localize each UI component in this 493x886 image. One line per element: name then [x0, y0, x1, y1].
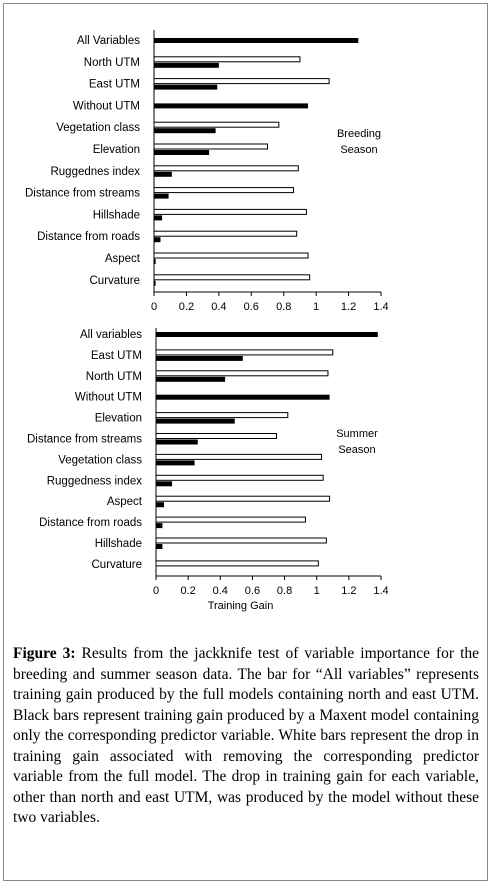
bar-white	[155, 433, 278, 439]
category-label: Ruggednes index	[50, 166, 140, 178]
bar-white	[155, 370, 329, 377]
bar-black	[154, 103, 309, 109]
bar-black	[156, 460, 195, 466]
bar-white	[153, 230, 298, 237]
bar-white	[155, 516, 306, 523]
x-tick-label: 0.6	[245, 585, 260, 597]
category-label: Without UTM	[75, 392, 142, 404]
x-tick-label: 1.2	[341, 585, 356, 597]
bar-white	[155, 474, 324, 481]
bar-black	[156, 439, 198, 445]
category-label: North UTM	[86, 371, 142, 383]
category-label: All Variables	[77, 35, 140, 47]
category-label: North UTM	[84, 57, 140, 69]
season-annotation: Season	[340, 144, 377, 156]
x-tick-label: 0.6	[244, 301, 259, 313]
bar-black	[154, 215, 163, 221]
bar-black	[154, 150, 210, 155]
x-tick-label: 1	[313, 301, 319, 313]
x-tick-label: 0	[153, 585, 159, 597]
category-label: Hillshade	[95, 538, 142, 550]
bar-black	[154, 62, 219, 68]
figure-frame	[3, 3, 488, 881]
bar-white	[153, 165, 299, 172]
season-annotation: Breeding	[337, 128, 381, 140]
category-label: Curvature	[90, 275, 141, 287]
category-label: Distance from streams	[27, 434, 142, 446]
bar-white	[155, 349, 334, 356]
bar-black	[154, 171, 172, 177]
bar-black	[156, 376, 226, 382]
season-annotation: Summer	[336, 428, 378, 440]
bar-white	[153, 187, 294, 194]
bar-white	[155, 412, 289, 419]
category-label: Hillshade	[93, 209, 140, 221]
category-label: Aspect	[107, 496, 143, 508]
bar-white	[153, 208, 307, 215]
x-tick-label: 0.2	[179, 301, 194, 313]
category-label: East UTM	[89, 79, 140, 91]
category-label: Vegetation class	[58, 454, 142, 466]
caption-label: Figure 3:	[13, 645, 76, 662]
bar-black	[154, 193, 169, 199]
bar-black	[156, 332, 378, 337]
category-label: Aspect	[105, 253, 141, 265]
bar-white	[153, 121, 280, 128]
bar-black	[156, 355, 243, 361]
x-tick-label: 0.4	[213, 585, 228, 597]
bar-black	[156, 523, 163, 529]
bar-black	[156, 544, 163, 549]
season-annotation: Season	[338, 444, 375, 456]
bar-black	[154, 84, 218, 90]
x-tick-label: 1.2	[341, 301, 356, 313]
caption-text: Results from the jackknife test of varia…	[13, 645, 479, 826]
x-tick-label: 0.8	[276, 301, 291, 313]
category-label: Vegetation class	[56, 122, 140, 134]
bar-black	[156, 502, 165, 508]
chart-breeding: All Variables North UTM East UTM Without UT…	[25, 30, 389, 313]
category-label: All variables	[80, 329, 142, 341]
category-label: Elevation	[93, 144, 140, 156]
bar-black	[154, 259, 156, 264]
bar-white	[155, 495, 331, 502]
bar-black	[154, 237, 161, 243]
bar-black	[156, 394, 330, 400]
bar-white	[153, 252, 309, 259]
category-label: Distance from roads	[37, 231, 140, 243]
bar-black	[156, 481, 173, 487]
x-tick-label: 1	[314, 585, 320, 597]
bar-black	[156, 418, 235, 424]
x-axis-title: Training Gain	[208, 600, 274, 612]
x-tick-label: 0	[151, 301, 157, 313]
category-label: East UTM	[91, 350, 142, 362]
figure-caption: Figure 3: Results from the jackknife tes…	[13, 644, 479, 829]
bar-white	[153, 143, 268, 150]
category-label: Distance from streams	[25, 188, 140, 200]
bar-black	[154, 128, 216, 134]
category-label: Without UTM	[73, 100, 140, 112]
x-tick-label: 0.8	[277, 585, 292, 597]
category-label: Distance from roads	[39, 517, 142, 529]
bar-white	[155, 560, 319, 567]
category-label: Ruggedness index	[47, 475, 143, 487]
bar-white	[153, 56, 301, 63]
bar-white	[155, 453, 323, 460]
chart-summer: All variables East UTM North UTM Without UT…	[27, 328, 389, 612]
x-tick-label: 0.4	[211, 301, 226, 313]
x-tick-label: 0.2	[180, 585, 195, 597]
bar-white	[153, 78, 330, 85]
x-tick-label: 1.4	[373, 301, 388, 313]
category-label: Elevation	[95, 413, 142, 425]
category-label: Curvature	[92, 559, 143, 571]
bar-black	[154, 280, 156, 286]
bar-white	[155, 537, 327, 544]
bar-white	[153, 274, 311, 281]
bar-black	[154, 38, 359, 43]
x-tick-label: 1.4	[373, 585, 388, 597]
